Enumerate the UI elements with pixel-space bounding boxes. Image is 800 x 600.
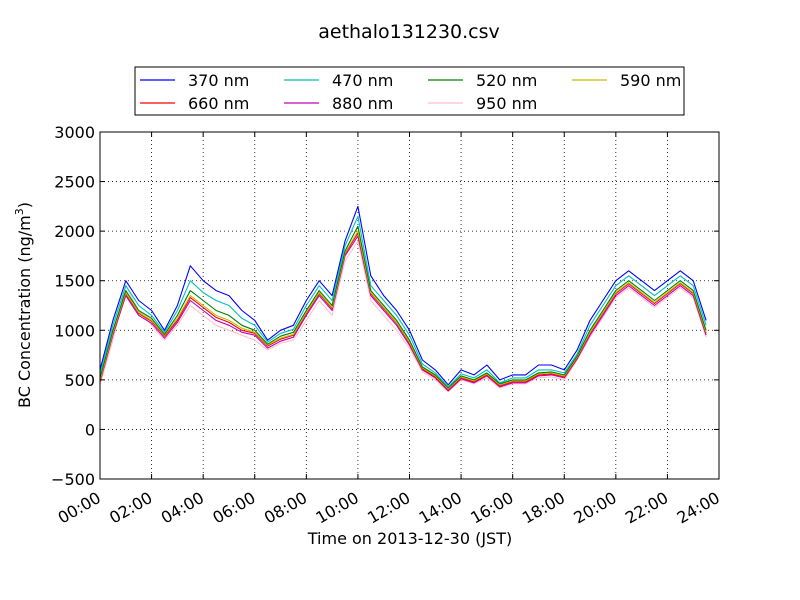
y-axis-label-tail: ): [15, 202, 34, 208]
y-axis-label-sup: 3: [13, 208, 26, 215]
legend-frame: [134, 66, 685, 116]
legend-entry: 880 nm: [332, 94, 393, 113]
x-tick-label: 20:00: [570, 488, 619, 528]
legend-entry: 950 nm: [476, 94, 537, 113]
x-tick-label: 16:00: [467, 488, 516, 528]
series-layer: [99, 205, 707, 393]
chart-title: aethalo131230.csv: [318, 21, 500, 43]
y-axis: −500 0 500 1000 1500 2000 2500 3000: [51, 123, 719, 489]
series-line-370-nm: [99, 205, 707, 386]
legend-entry: 370 nm: [188, 71, 249, 90]
y-tick-label: 500: [64, 371, 95, 390]
y-tick-label: 2500: [54, 173, 95, 192]
series-line-950-nm: [99, 240, 707, 393]
y-tick-label: 1000: [54, 321, 95, 340]
y-tick-label: 1500: [54, 272, 95, 291]
series-line-520-nm: [99, 225, 707, 389]
legend-entry: 590 nm: [620, 71, 681, 90]
y-axis-label: BC Concentration (ng/m3): [13, 202, 34, 408]
grid: [100, 132, 719, 479]
legend-entry: 660 nm: [188, 94, 249, 113]
series-line-590-nm: [99, 230, 707, 390]
x-tick-label: 14:00: [416, 488, 465, 528]
x-tick-label: 00:00: [55, 488, 104, 528]
legend-entry: 470 nm: [332, 71, 393, 90]
x-tick-label: 04:00: [158, 488, 207, 528]
y-tick-label: 0: [85, 420, 95, 439]
legend: 370 nm 470 nm 520 nm 590 nm 660 nm 880 nm 950 …: [134, 66, 685, 116]
series-line-470-nm: [99, 215, 707, 388]
x-tick-label: 10:00: [312, 488, 361, 528]
y-tick-label: 3000: [54, 123, 95, 142]
series-line-880-nm: [99, 235, 707, 392]
y-tick-label: 2000: [54, 222, 95, 241]
x-axis-label: Time on 2013-12-30 (JST): [307, 529, 512, 548]
x-tick-label: 12:00: [364, 488, 413, 528]
x-tick-label: 08:00: [261, 488, 310, 528]
y-axis-label-main: BC Concentration (ng/m: [15, 215, 34, 408]
x-tick-label: 18:00: [519, 488, 568, 528]
x-tick-label: 24:00: [674, 488, 723, 528]
series-line-660-nm: [99, 232, 707, 391]
y-tick-label: −500: [51, 470, 95, 489]
legend-entry: 520 nm: [476, 71, 537, 90]
x-tick-label: 06:00: [209, 488, 258, 528]
x-tick-label: 22:00: [622, 488, 671, 528]
x-tick-label: 02:00: [106, 488, 155, 528]
